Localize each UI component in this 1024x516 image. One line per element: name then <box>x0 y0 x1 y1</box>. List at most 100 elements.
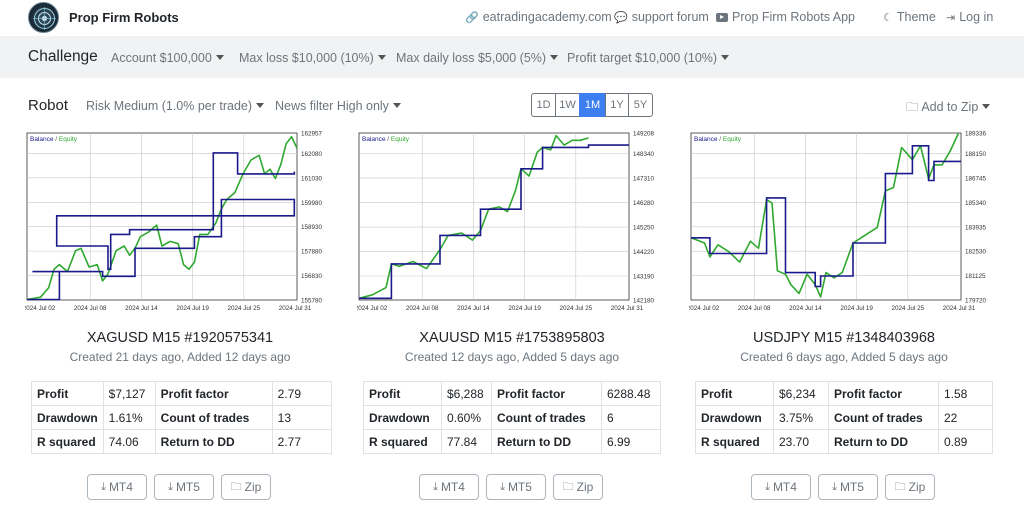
stat-value: 13 <box>271 405 332 430</box>
stat-label: Count of trades <box>491 405 602 430</box>
link-eatradingacademy[interactable]: 🔗 eatradingacademy.com <box>465 10 612 24</box>
period-5y-button[interactable]: 5Y <box>628 93 653 117</box>
period-1y-button[interactable]: 1Y <box>605 93 629 117</box>
button-label: MT4 <box>440 480 465 494</box>
stat-label: Profit <box>31 381 104 406</box>
stat-label: Profit factor <box>491 381 602 406</box>
max-daily-loss-dropdown[interactable]: Max daily loss $5,000 (5%) <box>396 51 559 65</box>
legend-separator: / <box>718 136 723 143</box>
brand[interactable]: Prop Firm Robots <box>28 2 179 33</box>
y-tick-label: 142180 <box>633 298 655 305</box>
stat-label: Profit <box>695 381 774 406</box>
y-tick-label: 162080 <box>301 151 323 158</box>
stat-value: 6.99 <box>601 429 661 454</box>
stat-value: 23.70 <box>773 429 829 454</box>
y-tick-label: 158930 <box>301 224 323 231</box>
download-buttons: ⤓ MT4 ⤓ MT5 🗀 Zip <box>751 474 942 500</box>
stat-label: R squared <box>31 429 104 454</box>
table-row: R squared 23.70 Return to DD 0.89 <box>695 429 993 454</box>
link-label: Theme <box>896 10 936 24</box>
download-icon: ⤓ <box>765 480 770 493</box>
mt5-download-button[interactable]: ⤓ MT5 <box>486 474 546 500</box>
y-tick-label: 145250 <box>633 225 655 232</box>
caret-down-icon <box>721 55 730 61</box>
max-loss-dropdown[interactable]: Max loss $10,000 (10%) <box>239 51 386 65</box>
period-1m-button[interactable]: 1M <box>579 93 606 117</box>
stats-table: Profit $6,234 Profit factor 1.58 Drawdow… <box>695 381 993 454</box>
button-label: Zip <box>576 480 594 494</box>
stat-value: 2.79 <box>271 381 332 406</box>
stat-value: 77.84 <box>441 429 492 454</box>
button-label: MT5 <box>175 480 200 494</box>
link-app[interactable]: Prop Firm Robots App <box>716 10 855 24</box>
table-row: Profit $7,127 Profit factor 2.79 <box>31 381 332 406</box>
challenge-bar: Challenge Account $100,000 Max loss $10,… <box>0 36 1024 78</box>
zip-download-button[interactable]: 🗀 Zip <box>553 474 603 500</box>
stats-table: Profit $6,288 Profit factor 6288.48 Draw… <box>363 381 661 454</box>
stat-value: 6 <box>601 405 661 430</box>
news-filter-label: News filter High only <box>275 99 389 113</box>
period-1d-button[interactable]: 1D <box>531 93 556 117</box>
mt4-download-button[interactable]: ⤓ MT4 <box>419 474 479 500</box>
mt5-download-button[interactable]: ⤓ MT5 <box>154 474 214 500</box>
link-label: Log in <box>959 10 994 24</box>
legend-separator: / <box>386 136 391 143</box>
profit-target-label: Profit target $10,000 (10%) <box>567 51 718 65</box>
plot-area <box>358 132 630 301</box>
button-label: MT4 <box>108 480 133 494</box>
equity-line <box>358 134 589 300</box>
y-tick-label: 147310 <box>633 176 655 183</box>
x-tick-label: 2024 Jul 02 <box>25 305 56 312</box>
stat-label: Return to DD <box>491 429 602 454</box>
legend-equity: Equity <box>59 136 78 143</box>
balance-line <box>359 144 629 300</box>
table-row: R squared 77.84 Return to DD 6.99 <box>363 429 661 454</box>
y-tick-label: 146280 <box>633 200 655 207</box>
x-tick-label: 2024 Jul 08 <box>74 305 107 312</box>
add-to-zip-dropdown[interactable]: 🗀 Add to Zip <box>906 98 991 119</box>
mt5-download-button[interactable]: ⤓ MT5 <box>818 474 878 500</box>
y-tick-label: 179720 <box>965 298 987 305</box>
stat-label: Drawdown <box>695 405 774 430</box>
news-filter-dropdown[interactable]: News filter High only <box>275 99 401 113</box>
legend-balance: Balance <box>30 136 54 143</box>
link-label: Prop Firm Robots App <box>732 10 855 24</box>
profit-target-dropdown[interactable]: Profit target $10,000 (10%) <box>567 51 730 65</box>
login-link[interactable]: ⇥ Log in <box>946 10 993 24</box>
zip-download-button[interactable]: 🗀 Zip <box>885 474 935 500</box>
max-loss-label: Max loss $10,000 (10%) <box>239 51 374 65</box>
caret-down-icon <box>982 104 991 110</box>
caret-down-icon <box>215 55 224 61</box>
table-row: Profit $6,288 Profit factor 6288.48 <box>363 381 661 406</box>
theme-toggle[interactable]: ☾ Theme <box>883 10 936 24</box>
link-support-forum[interactable]: 💬 support forum <box>614 10 709 24</box>
x-tick-label: 2024 Jul 31 <box>943 305 976 312</box>
login-icon: ⇥ <box>946 11 956 24</box>
legend-balance: Balance <box>694 136 718 143</box>
folder-icon: 🗀 <box>562 480 574 493</box>
chart-legend: Balance / Equity <box>362 136 410 143</box>
period-1w-button[interactable]: 1W <box>555 93 580 117</box>
y-tick-label: 161030 <box>301 175 323 182</box>
download-icon: ⤓ <box>832 480 837 493</box>
robot-title: Robot <box>28 97 69 114</box>
y-tick-label: 144220 <box>633 249 655 256</box>
x-tick-label: 2024 Jul 14 <box>125 305 158 312</box>
y-tick-label: 148340 <box>633 151 655 158</box>
brand-name: Prop Firm Robots <box>69 10 179 25</box>
table-row: Drawdown 1.61% Count of trades 13 <box>31 405 332 430</box>
legend-separator: / <box>54 136 59 143</box>
account-dropdown[interactable]: Account $100,000 <box>111 51 224 65</box>
stat-value: $7,127 <box>102 381 156 406</box>
mt4-download-button[interactable]: ⤓ MT4 <box>751 474 811 500</box>
mt4-download-button[interactable]: ⤓ MT4 <box>87 474 147 500</box>
stat-label: R squared <box>363 429 442 454</box>
zip-download-button[interactable]: 🗀 Zip <box>221 474 271 500</box>
y-tick-label: 159980 <box>301 200 323 207</box>
moon-icon: ☾ <box>883 11 893 24</box>
button-label: MT5 <box>507 480 532 494</box>
stat-label: Return to DD <box>154 429 273 454</box>
folder-icon: 🗀 <box>230 480 242 493</box>
x-tick-label: 2024 Jul 31 <box>611 305 644 312</box>
risk-dropdown[interactable]: Risk Medium (1.0% per trade) <box>86 99 265 113</box>
